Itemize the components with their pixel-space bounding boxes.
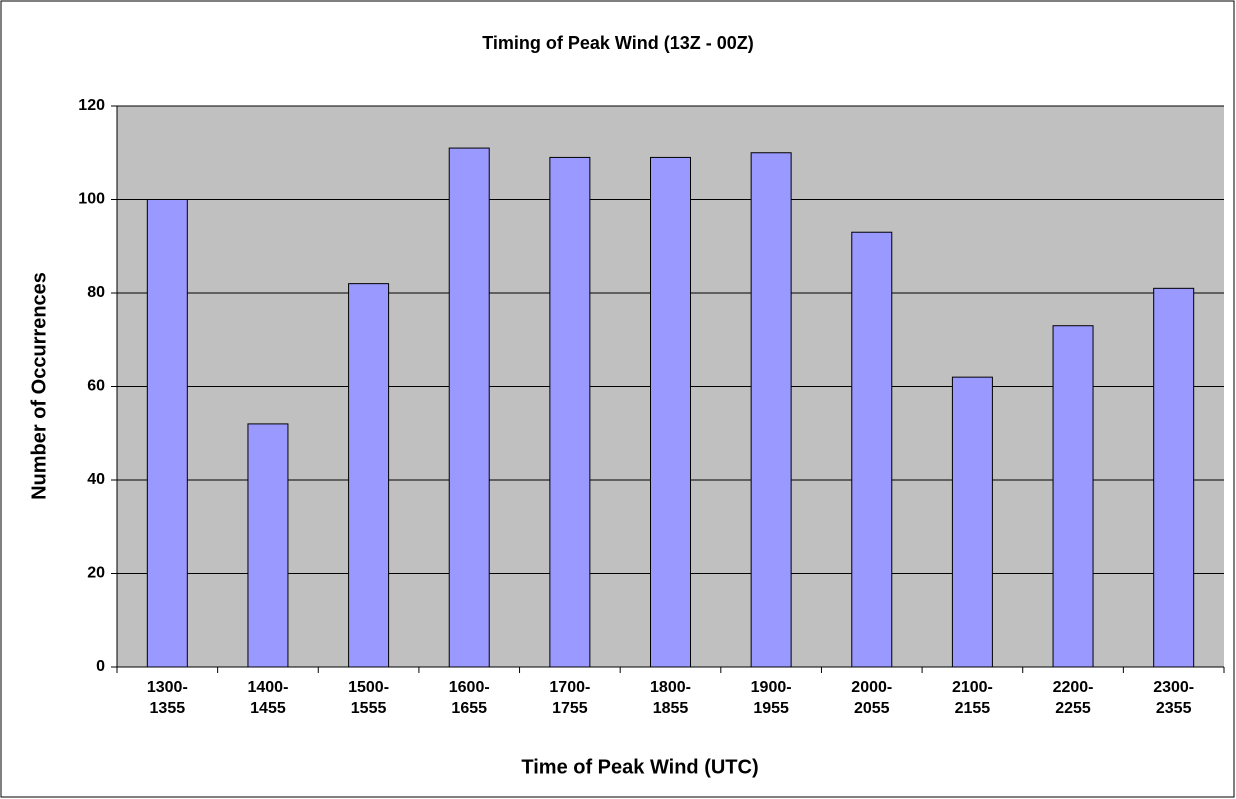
y-tick-label: 100 xyxy=(78,191,105,208)
bar xyxy=(1153,287,1195,668)
x-tick-label: 1600-1655 xyxy=(448,679,490,717)
bar xyxy=(348,283,390,668)
y-tick-label: 40 xyxy=(87,471,105,488)
x-tick-label: 1500-1555 xyxy=(348,679,390,717)
x-tick-label: 1400-1455 xyxy=(247,679,289,717)
x-tick-label: 2100-2155 xyxy=(951,679,993,717)
bar xyxy=(1052,325,1094,668)
bar xyxy=(247,423,289,668)
y-axis-label: Number of Occurrences xyxy=(28,272,50,500)
x-tick-label: 2200-2255 xyxy=(1052,679,1094,717)
bar xyxy=(650,156,691,668)
bar xyxy=(750,152,792,668)
y-tick-label: 120 xyxy=(78,97,105,114)
bar xyxy=(951,376,993,668)
bar xyxy=(549,156,591,668)
y-tick-label: 80 xyxy=(87,284,105,301)
chart-title: Timing of Peak Wind (13Z - 00Z) xyxy=(482,33,754,53)
y-tick-label: 60 xyxy=(87,378,105,395)
bar xyxy=(851,231,893,668)
x-tick-label: 1300-1355 xyxy=(146,679,188,717)
y-tick-label: 20 xyxy=(87,565,105,582)
x-tick-label: 2000-2055 xyxy=(851,679,893,717)
x-tick-label: 1800-1855 xyxy=(650,679,691,717)
x-tick-label: 1700-1755 xyxy=(549,679,591,717)
bar xyxy=(448,147,490,668)
x-tick-label: 2300-2355 xyxy=(1153,679,1195,717)
x-axis-label: Time of Peak Wind (UTC) xyxy=(521,756,758,778)
x-tick-label: 1900-1955 xyxy=(750,679,792,717)
y-tick-label: 0 xyxy=(96,658,105,675)
bar xyxy=(146,199,188,668)
